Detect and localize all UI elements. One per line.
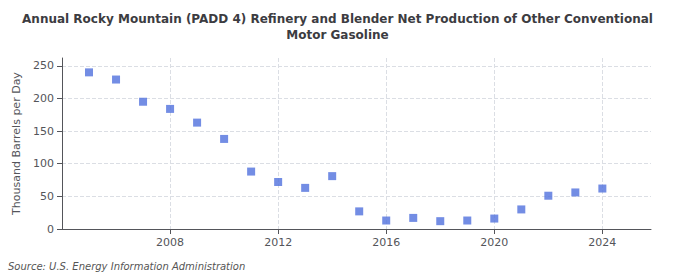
- svg-text:150: 150: [33, 125, 54, 138]
- svg-text:100: 100: [33, 157, 54, 170]
- svg-text:Thousand Barrels per Day: Thousand Barrels per Day: [10, 72, 23, 216]
- svg-text:250: 250: [33, 59, 54, 72]
- svg-text:200: 200: [33, 92, 54, 105]
- svg-text:2020: 2020: [480, 236, 508, 249]
- svg-text:2008: 2008: [156, 236, 184, 249]
- svg-text:50: 50: [40, 190, 54, 203]
- svg-text:2012: 2012: [264, 236, 292, 249]
- svg-text:0: 0: [47, 223, 54, 236]
- svg-text:2016: 2016: [372, 236, 400, 249]
- svg-text:Motor Gasoline: Motor Gasoline: [286, 28, 389, 42]
- svg-text:Annual Rocky Mountain (PADD 4): Annual Rocky Mountain (PADD 4) Refinery …: [22, 12, 653, 26]
- svg-text:Source: U.S. Energy Informatio: Source: U.S. Energy Information Administ…: [8, 261, 245, 272]
- svg-text:2024: 2024: [588, 236, 616, 249]
